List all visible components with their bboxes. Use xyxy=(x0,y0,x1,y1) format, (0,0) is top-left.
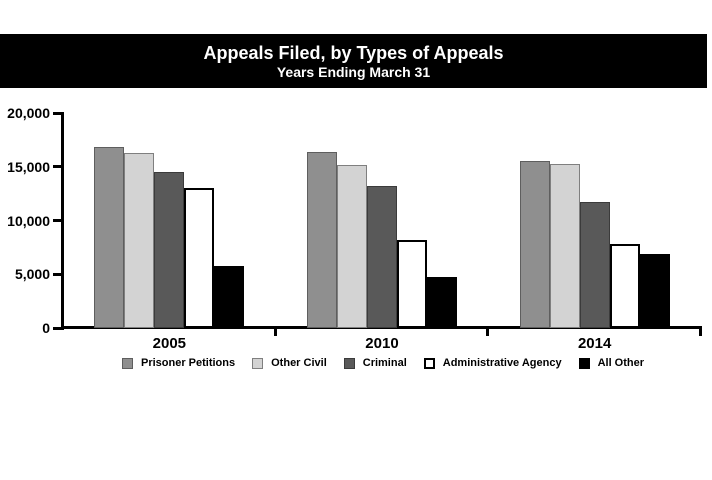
legend-swatch-administrative-agency xyxy=(423,357,435,369)
y-axis-tick xyxy=(53,111,62,115)
chart-subtitle: Years Ending March 31 xyxy=(276,63,431,80)
y-axis-tick-label: 20,000 xyxy=(7,105,50,121)
y-axis-tick xyxy=(53,272,62,276)
y-axis-tick xyxy=(53,165,62,169)
x-axis-category-label-2005: 2005 xyxy=(152,335,187,352)
legend-label-other-civil: Other Civil xyxy=(271,357,327,369)
legend-label-criminal: Criminal xyxy=(362,357,407,369)
y-axis-tick-label: 15,000 xyxy=(7,158,50,175)
chart-title-banner: Appeals Filed, by Types of Appeals Years… xyxy=(0,34,707,88)
legend-item-all-other: All Other xyxy=(578,357,645,369)
x-axis-tick xyxy=(699,329,702,336)
bar-2005-all-other xyxy=(214,265,245,328)
bar-2005-criminal xyxy=(154,172,185,328)
bar-2014-all-other xyxy=(639,253,670,328)
bar-2014-administrative-agency xyxy=(609,244,640,328)
bar-2005-other-civil xyxy=(124,152,155,328)
bar-2010-criminal xyxy=(367,186,397,328)
bar-2010-prisoner-petitions xyxy=(307,151,337,328)
bar-2014-prisoner-petitions xyxy=(519,161,550,328)
y-axis-tick-label: 0 xyxy=(42,320,50,336)
bar-2005-administrative-agency xyxy=(184,188,215,328)
legend-item-other-civil: Other Civil xyxy=(252,357,327,369)
legend-item-prisoner-petitions: Prisoner Petitions xyxy=(121,357,236,369)
chart-title: Appeals Filed, by Types of Appeals xyxy=(203,42,504,63)
y-axis-tick xyxy=(53,326,62,330)
chart-legend: Prisoner Petitions Other Civil Criminal Adm… xyxy=(63,357,703,369)
y-axis-tick xyxy=(53,219,62,222)
legend-item-administrative-agency: Administrative Agency xyxy=(423,357,562,369)
legend-swatch-all-other xyxy=(578,357,590,369)
bar-2005-prisoner-petitions xyxy=(94,147,125,328)
legend-label-administrative-agency: Administrative Agency xyxy=(442,357,562,369)
legend-label-prisoner-petitions: Prisoner Petitions xyxy=(140,357,236,369)
x-axis-category-label-2014: 2014 xyxy=(577,335,612,352)
bar-2010-all-other xyxy=(427,277,457,328)
legend-swatch-other-civil xyxy=(252,357,264,369)
y-axis-line xyxy=(61,112,64,330)
x-axis-tick xyxy=(273,329,277,336)
legend-label-all-other: All Other xyxy=(597,357,645,369)
legend-swatch-prisoner-petitions xyxy=(121,357,133,369)
y-axis-tick-label: 10,000 xyxy=(7,212,50,229)
x-axis-tick xyxy=(486,329,490,336)
x-axis-category-label-2010: 2010 xyxy=(365,335,399,352)
bar-2014-criminal xyxy=(579,202,610,328)
legend-swatch-criminal xyxy=(343,357,355,369)
bar-2014-other-civil xyxy=(549,163,580,328)
legend-item-criminal: Criminal xyxy=(343,357,407,369)
y-axis-tick-label: 5,000 xyxy=(14,266,50,283)
bar-2010-other-civil xyxy=(337,164,367,328)
bar-2010-administrative-agency xyxy=(397,239,427,328)
